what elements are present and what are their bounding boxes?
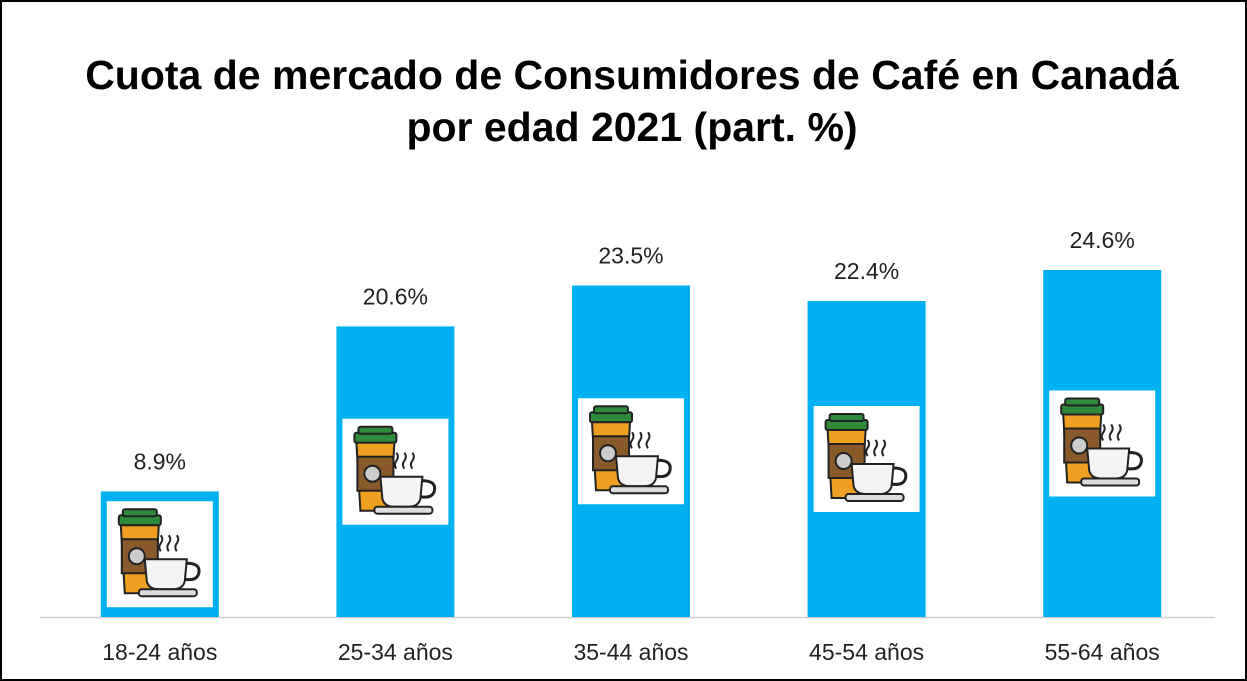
coffee-icon: [1049, 390, 1156, 497]
saucer: [609, 485, 669, 495]
value-label: 23.5%: [598, 243, 663, 269]
cup-lid-top: [357, 425, 394, 435]
saucer: [844, 493, 905, 503]
steam: [1116, 423, 1122, 442]
coffee-icon: [813, 406, 920, 513]
mug-body: [1086, 447, 1131, 480]
chart-title: Cuota de mercado de Consumidores de Café…: [85, 52, 1179, 150]
coffee-icon: [578, 398, 684, 505]
cup-lid-top: [828, 413, 865, 423]
cup-logo: [599, 444, 617, 463]
steam: [174, 534, 180, 552]
value-label: 20.6%: [363, 284, 428, 310]
steam: [881, 439, 887, 457]
saucer: [373, 505, 434, 515]
mug-handle: [1126, 451, 1143, 471]
cup-logo: [1070, 436, 1089, 455]
steam: [637, 431, 643, 449]
cup-logo: [363, 464, 382, 483]
mug-body: [614, 455, 660, 488]
steam: [401, 452, 407, 470]
steam: [873, 439, 879, 457]
mug-body: [850, 463, 895, 496]
cup-lid-top: [593, 405, 629, 415]
x-tick-label: 45-54 años: [809, 639, 924, 665]
cup-lid-top: [1064, 397, 1101, 407]
value-label: 24.6%: [1070, 227, 1135, 253]
steam: [409, 452, 415, 470]
cup-logo: [834, 452, 853, 471]
mug-body: [379, 475, 424, 508]
mug-handle: [655, 458, 672, 479]
steam: [645, 431, 651, 449]
mug-handle: [891, 466, 908, 486]
x-tick-label: 55-64 años: [1045, 639, 1160, 665]
steam: [1108, 423, 1114, 442]
x-tick-label: 18-24 años: [102, 639, 217, 665]
steam: [629, 431, 635, 449]
cup-lid-top: [121, 508, 158, 518]
saucer: [1080, 477, 1141, 487]
saucer: [137, 588, 198, 598]
steam: [158, 534, 164, 552]
cup-logo: [127, 547, 146, 566]
x-tick-label: 35-44 años: [573, 639, 688, 665]
steam: [393, 452, 399, 470]
coffee-icon: [342, 418, 449, 525]
steam: [865, 439, 871, 457]
steam: [166, 534, 172, 552]
mug-handle: [184, 561, 201, 582]
coffee-icon: [106, 501, 213, 608]
mug-body: [143, 558, 188, 591]
value-label: 8.9%: [134, 449, 186, 475]
x-tick-label: 25-34 años: [338, 639, 453, 665]
steam: [1100, 423, 1106, 442]
value-label: 22.4%: [834, 258, 899, 284]
mug-handle: [420, 479, 437, 499]
